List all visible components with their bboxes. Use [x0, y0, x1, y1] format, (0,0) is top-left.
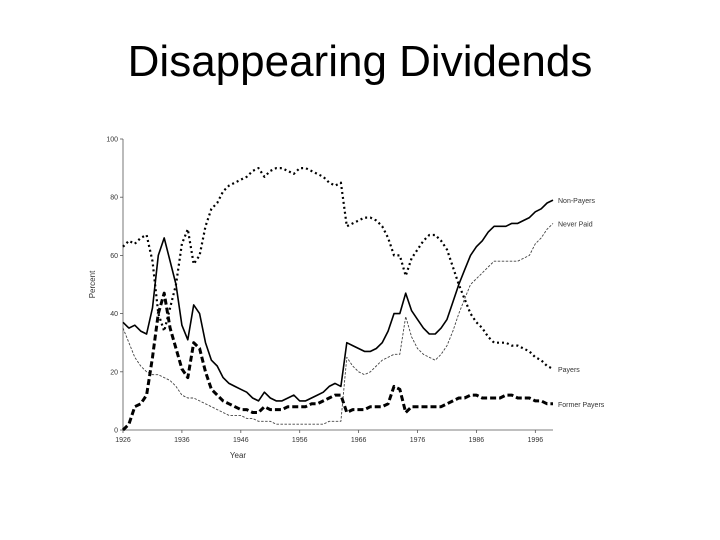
x-tick-label: 1996 [528, 437, 544, 444]
y-axis-title: Percent [88, 270, 97, 298]
x-tick-label: 1926 [115, 437, 131, 444]
series-line-never-paid [122, 223, 554, 425]
series-label: Payers [558, 367, 580, 374]
chart-labels: Year Percent Non-Payers Never Paid Payers For… [88, 198, 605, 460]
series-label: Never Paid [558, 221, 593, 228]
x-tick-label: 1956 [292, 437, 308, 444]
slide-title: Disappearing Dividends [127, 37, 593, 86]
series-label: Non-Payers [558, 198, 595, 205]
chart-series-group [121, 167, 554, 432]
y-tick-label: 0 [114, 428, 118, 435]
series-line-former-payers [121, 291, 553, 432]
x-tick-label: 1986 [469, 437, 485, 444]
series-line-payers [122, 167, 554, 370]
y-tick-label: 80 [110, 195, 118, 202]
series-label: Former Payers [558, 402, 605, 409]
y-tick-label: 20 [110, 369, 118, 376]
series-line-non-payers [122, 199, 554, 402]
x-tick-label: 1936 [174, 437, 190, 444]
x-tick-label: 1976 [410, 437, 426, 444]
x-tick-label: 1966 [351, 437, 367, 444]
chart-axes: 0 20 40 60 80 100 1926 1936 1946 1956 1966 1976 1986… [106, 137, 553, 444]
y-tick-label: 60 [110, 253, 118, 260]
x-tick-label: 1946 [233, 437, 249, 444]
y-tick-label: 40 [110, 311, 118, 318]
x-axis-title: Year [230, 451, 247, 460]
y-tick-label: 100 [106, 137, 118, 144]
